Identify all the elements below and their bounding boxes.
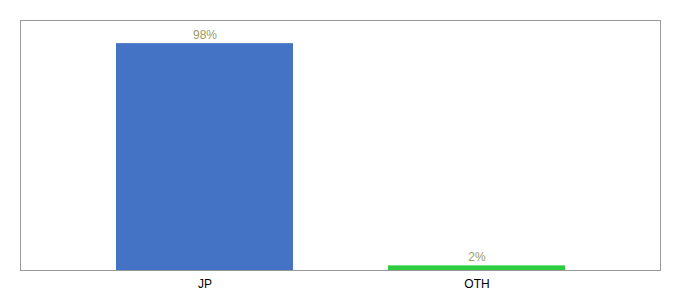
svg-text:JP: JP: [198, 277, 212, 291]
svg-text:OTH: OTH: [464, 277, 489, 291]
svg-text:2%: 2%: [468, 250, 486, 264]
svg-text:98%: 98%: [193, 28, 217, 42]
